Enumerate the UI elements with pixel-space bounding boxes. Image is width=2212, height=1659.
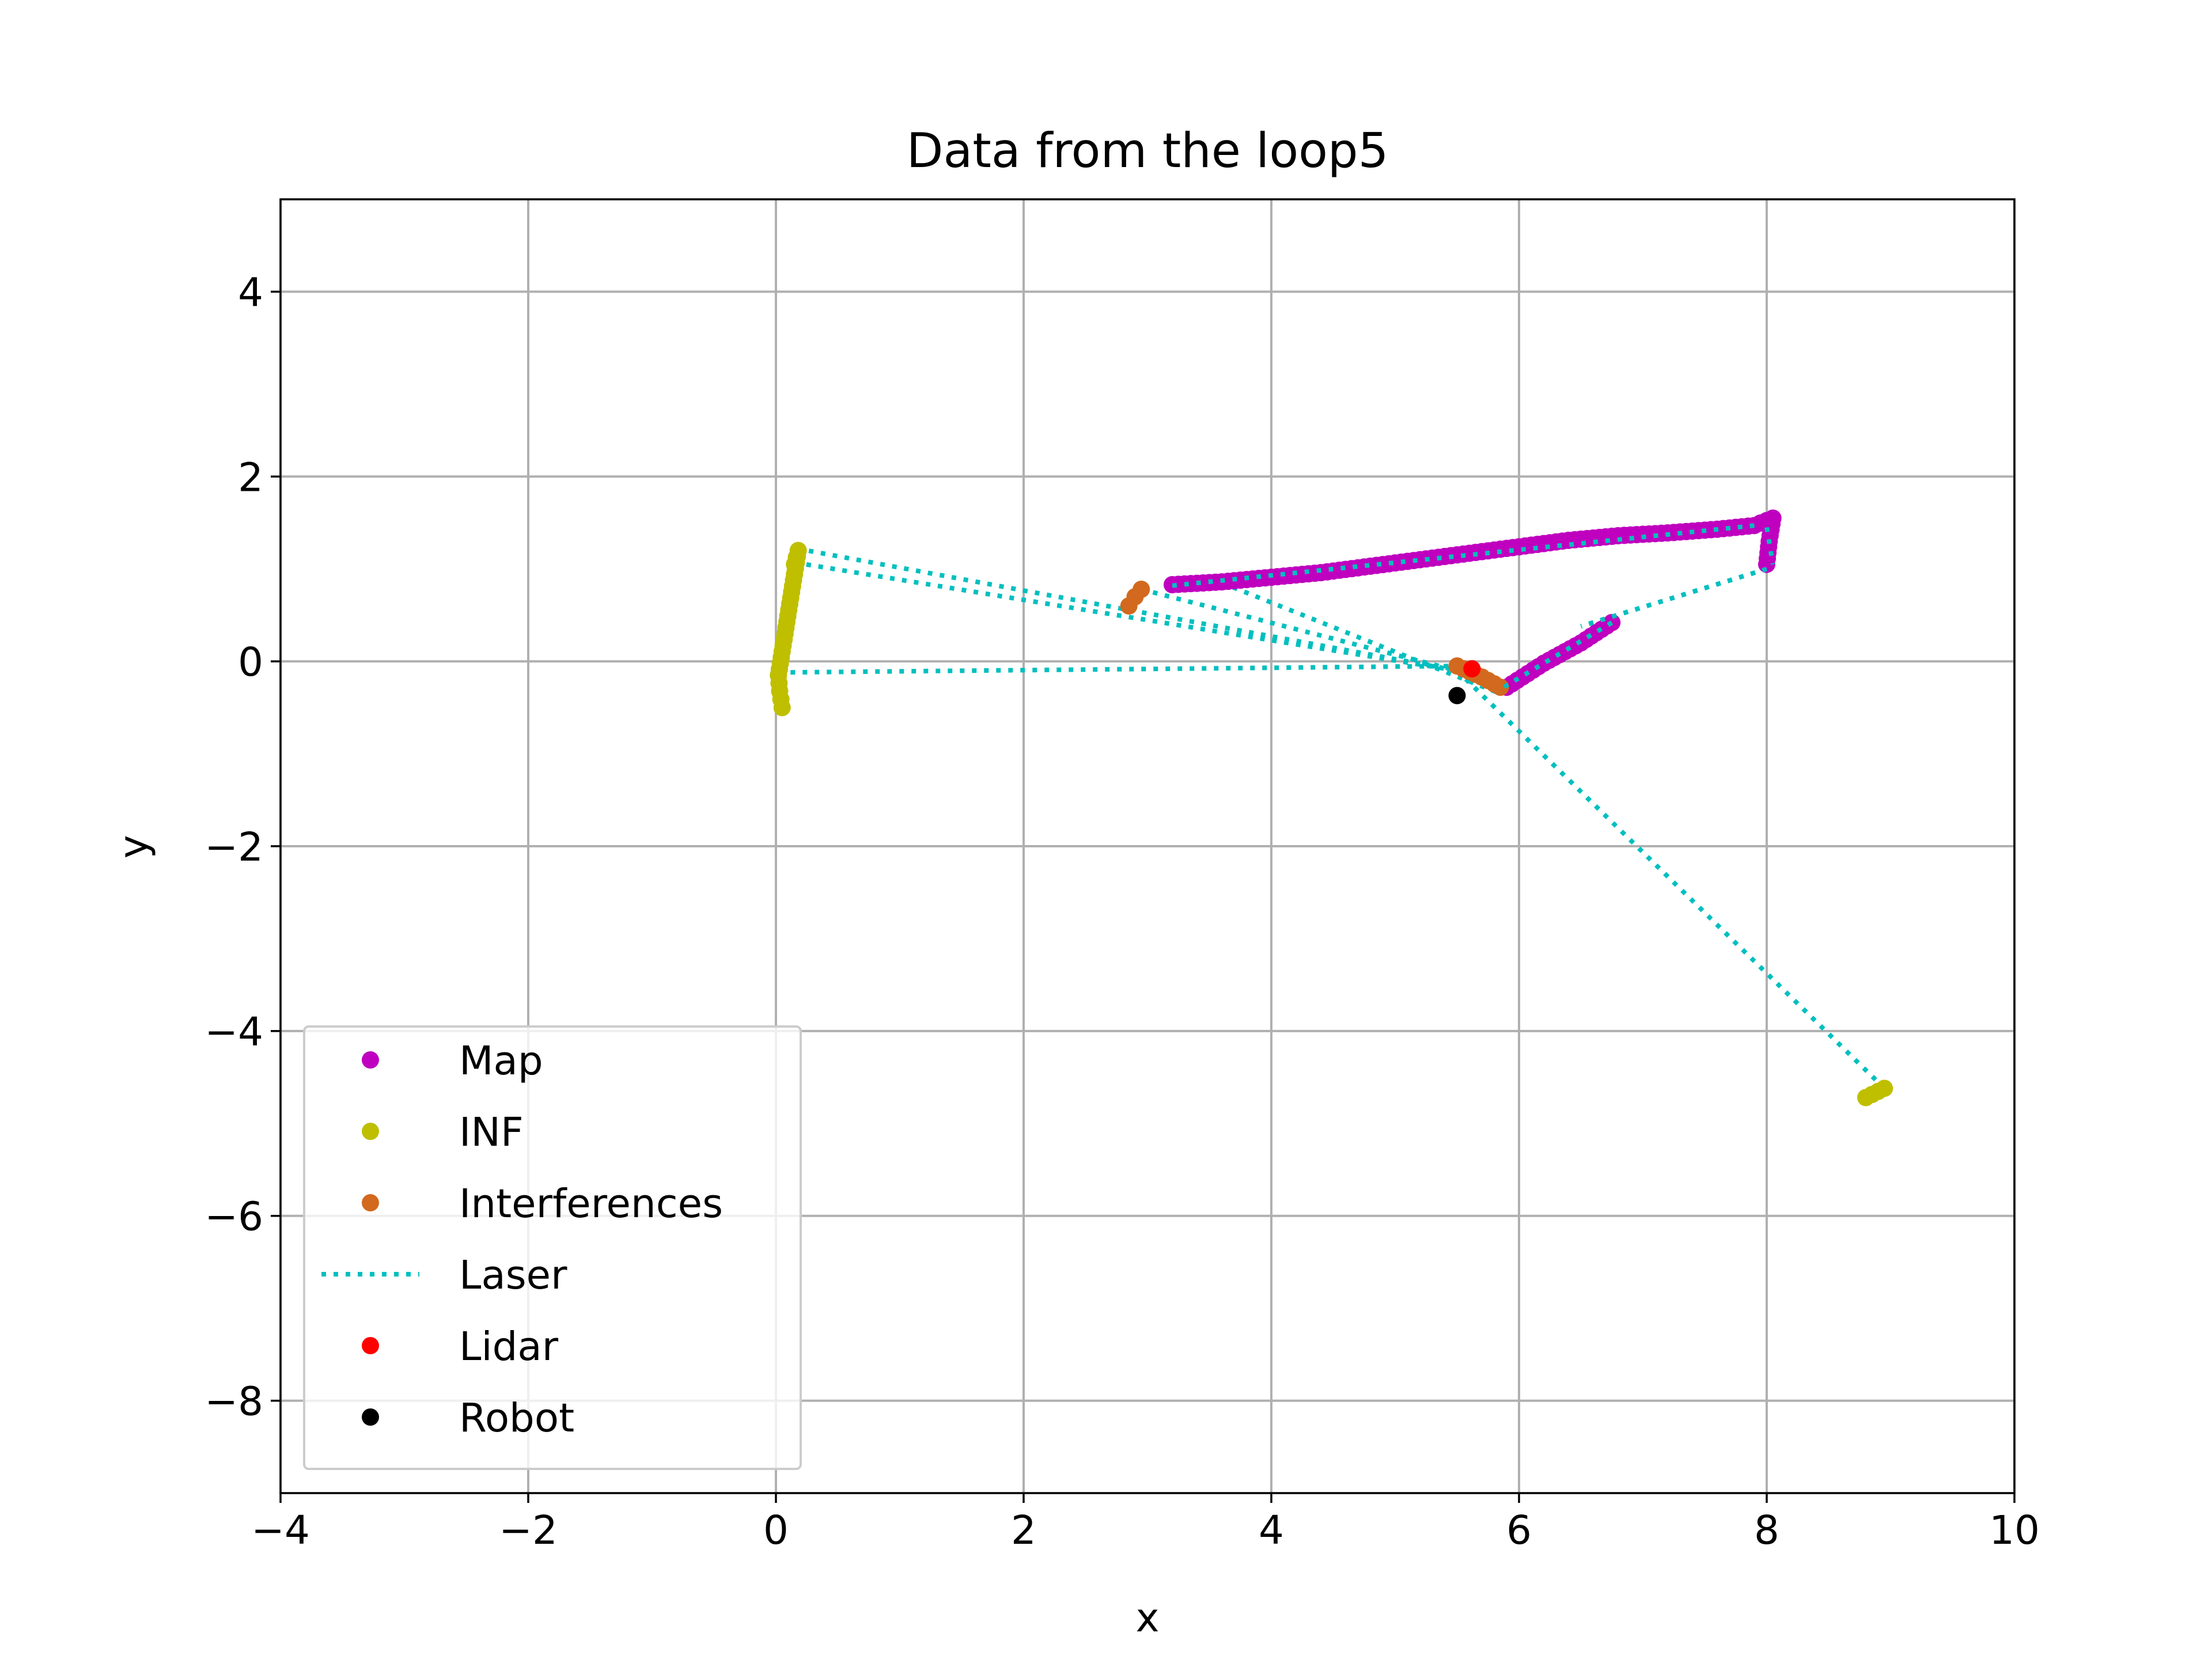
inf-point [773, 699, 791, 717]
x-axis-label: x [1136, 1595, 1160, 1641]
lidar-point [1463, 660, 1481, 677]
legend-map-label: Map [459, 1038, 543, 1084]
laser-segment [778, 664, 1457, 675]
interferences-point [1132, 581, 1150, 599]
plot-area [770, 509, 1893, 1107]
legend-inf-swatch [362, 1123, 379, 1140]
legend-inf-label: INF [459, 1109, 524, 1156]
y-tick-label: 4 [238, 270, 263, 316]
y-tick-label: −8 [204, 1379, 263, 1425]
y-axis-label: y [111, 835, 157, 859]
legend: Map INF Interferences Laser Lidar Robot [303, 1025, 802, 1470]
y-tick-label: −2 [204, 824, 263, 870]
legend-interferences-label: Interferences [459, 1181, 723, 1227]
x-tick-label: 4 [1259, 1508, 1284, 1554]
y-tick-label: 0 [238, 639, 263, 685]
legend-lidar-swatch [362, 1337, 379, 1354]
legend-laser-label: Laser [459, 1252, 567, 1298]
legend-robot-label: Robot [459, 1395, 574, 1441]
laser-segment [794, 560, 1458, 673]
legend-map-swatch [362, 1051, 379, 1069]
robot-point [1448, 687, 1466, 704]
laser-overlay-segment [1580, 566, 1768, 629]
x-tick-label: 10 [1989, 1508, 2040, 1554]
legend-lidar-label: Lidar [459, 1324, 559, 1370]
legend-robot-swatch [362, 1408, 379, 1426]
x-tick-label: 6 [1506, 1508, 1532, 1554]
laser-overlay-segment [1172, 523, 1755, 588]
x-tick-label: 2 [1011, 1508, 1036, 1554]
laser-segment [1455, 669, 1887, 1090]
legend-interferences-swatch [362, 1194, 379, 1211]
axis-ticks: −4 −2 0 2 4 6 8 10 −8 −6 −4 −2 0 2 4 [204, 270, 2040, 1554]
y-tick-label: −4 [204, 1009, 263, 1055]
legend-box [303, 1025, 802, 1470]
x-tick-label: 8 [1754, 1508, 1779, 1554]
x-tick-label: −4 [251, 1508, 310, 1554]
laser-segment [796, 546, 1458, 673]
inf-point [1876, 1080, 1893, 1097]
y-tick-label: 2 [238, 454, 263, 501]
y-tick-label: −6 [204, 1194, 263, 1240]
x-tick-label: −2 [499, 1508, 558, 1554]
chart-title: Data from the loop5 [907, 123, 1389, 179]
x-tick-label: 0 [763, 1508, 789, 1554]
interferences-point [1491, 679, 1509, 696]
laser-segment [1221, 581, 1502, 696]
laser-overlay-segment [1499, 620, 1613, 691]
